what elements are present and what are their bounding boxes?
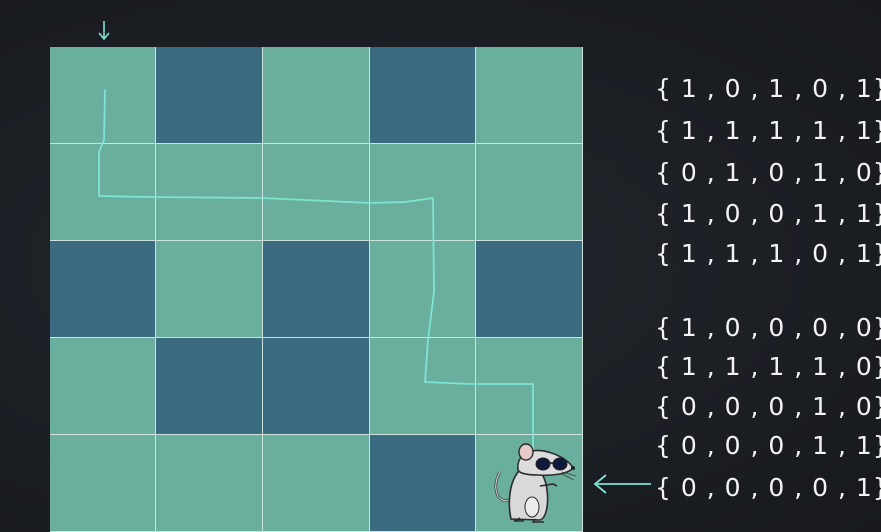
maze-cell-open	[50, 435, 156, 532]
maze-cell-open	[476, 144, 583, 241]
maze-matrix-row: { 1 , 0 , 1 , 0 , 1}	[655, 74, 881, 103]
solution-matrix-row: { 0 , 0 , 0 , 0 , 1}	[655, 473, 881, 502]
maze-cell-open	[476, 338, 583, 435]
maze-cell-open	[50, 338, 156, 435]
maze-cell-open	[370, 241, 476, 338]
solution-matrix-row: { 0 , 0 , 0 , 1 , 1}	[655, 431, 881, 460]
arrow-down-icon	[98, 21, 110, 41]
maze-cell-open	[263, 144, 370, 241]
maze-cell-wall	[370, 47, 476, 144]
maze-grid	[50, 47, 583, 532]
solution-matrix-row: { 0 , 0 , 0 , 1 , 0}	[655, 392, 881, 421]
maze-cell-open	[476, 435, 583, 532]
maze-matrix-row: { 0 , 1 , 0 , 1 , 0}	[655, 158, 881, 187]
maze-cell-wall	[50, 241, 156, 338]
maze-cell-wall	[156, 338, 263, 435]
maze-cell-wall	[476, 241, 583, 338]
maze-cell-open	[476, 47, 583, 144]
maze-cell-open	[156, 435, 263, 532]
maze-cell-open	[263, 435, 370, 532]
maze-cell-open	[156, 144, 263, 241]
maze-cell-wall	[370, 435, 476, 532]
maze-matrix-row: { 1 , 1 , 1 , 0 , 1}	[655, 239, 881, 268]
arrow-left-icon	[593, 474, 651, 494]
maze-cell-open	[50, 47, 156, 144]
solution-matrix-row: { 1 , 1 , 1 , 1 , 0}	[655, 352, 881, 381]
maze-matrix-row: { 1 , 0 , 0 , 1 , 1}	[655, 199, 881, 228]
maze-cell-open	[370, 338, 476, 435]
maze-cell-wall	[263, 241, 370, 338]
maze-cell-open	[370, 144, 476, 241]
maze-cell-wall	[156, 47, 263, 144]
maze-cell-open	[156, 241, 263, 338]
maze-cell-open	[263, 47, 370, 144]
maze-matrix-row: { 1 , 1 , 1 , 1 , 1}	[655, 116, 881, 145]
maze-cell-open	[50, 144, 156, 241]
solution-matrix-row: { 1 , 0 , 0 , 0 , 0}	[655, 313, 881, 342]
maze-cell-wall	[263, 338, 370, 435]
